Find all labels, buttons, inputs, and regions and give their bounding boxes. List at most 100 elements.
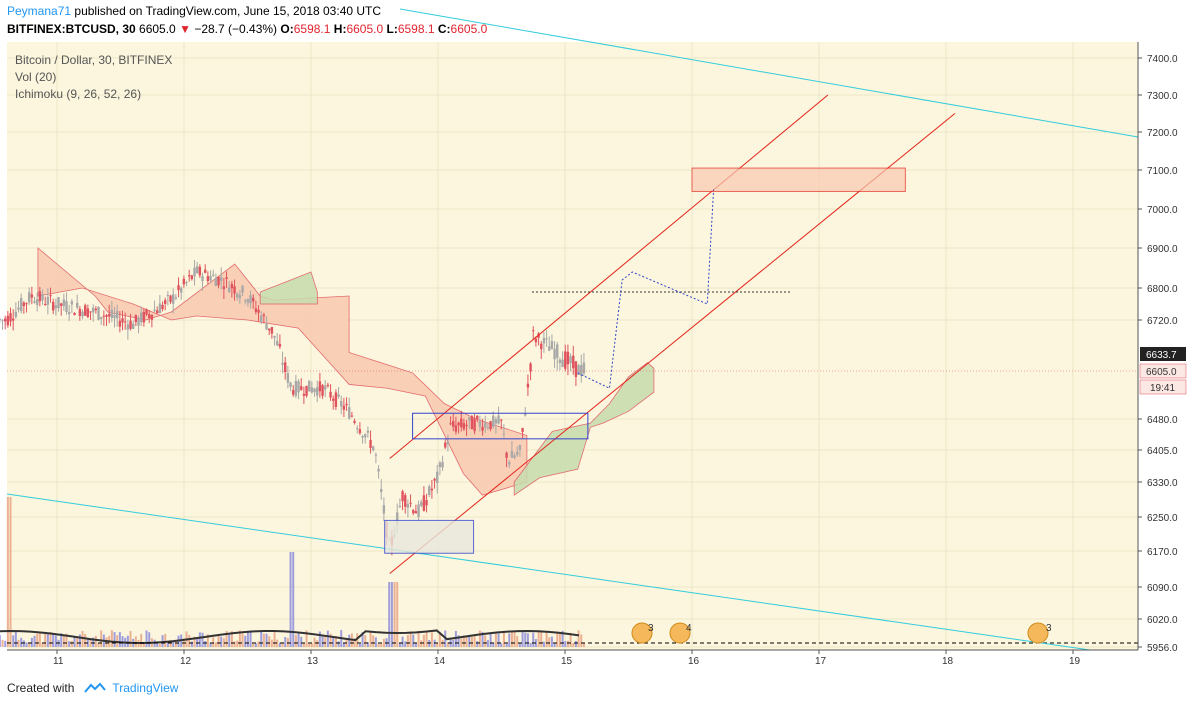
volume-bar [0,634,1,647]
volume-bar [524,632,527,647]
volume-bar [537,630,540,647]
volume-bar [241,633,244,647]
candle-body [150,314,154,320]
candle-body [457,422,460,426]
volume-bar [4,640,7,647]
candle-body [476,415,479,419]
price-badge-current: 6605.0 [1139,363,1187,379]
candle-body [148,314,151,318]
candle-body [27,292,31,303]
volume-bar [318,631,321,647]
tradingview-logo-icon [84,682,107,693]
y-tick-label: 6170.0 [1147,547,1178,558]
volume-bar [148,632,151,647]
volume-bar [414,643,417,647]
volume-bar [73,636,76,647]
candle-body [500,419,503,421]
volume-bar [334,636,337,647]
candle-body [244,300,247,302]
candle-body [91,307,95,313]
created-with-text: Created with [7,681,75,695]
event-badge-2[interactable]: 4 [669,622,692,644]
candle-body [297,381,300,393]
candle-body [561,359,564,367]
volume-bar [436,643,439,647]
volume-bar [193,636,196,647]
candle-body [172,294,175,304]
candle-body [11,318,15,321]
candle-body [521,428,524,432]
candle-body [454,425,458,432]
volume-bar [265,633,268,647]
channel-upper-line [389,94,829,459]
candle-body [209,276,212,281]
volume-bar [204,640,207,647]
y-tick-label: 7300.0 [1147,91,1178,102]
candle-body [342,405,346,410]
volume-bar [409,631,412,647]
volume-bar [476,641,479,647]
candle-body [313,388,316,393]
candle-body [540,343,543,350]
candle-body [46,296,50,305]
candle-body [542,337,546,344]
candle-body [505,452,508,458]
candle-body [33,301,36,303]
event-badge-2-count: 4 [686,623,692,634]
candle-body [310,387,314,393]
x-tick-label: 17 [815,656,827,667]
trendline-lower [6,493,1091,651]
candle-body [113,314,116,319]
volume-bar [52,633,55,647]
volume-bar [582,642,585,647]
volume-bar [326,630,329,647]
down-arrow-icon: ▼ [179,22,191,36]
volume-bar [510,631,513,647]
candle-body [516,451,519,455]
volume-bar [580,634,583,647]
candle-body [236,293,239,298]
volume-bar [97,642,100,647]
candle-body [518,445,522,451]
candle-body [529,363,532,372]
event-badge-3[interactable]: 3 [1027,622,1052,644]
candle-body [14,311,18,317]
candle-body [406,504,410,508]
volume-bar [382,638,385,647]
candle-body [41,294,44,301]
support-box-mid [412,412,589,440]
candle-body [326,384,330,387]
candle-body [222,286,226,290]
candle-body [524,413,527,416]
volume-bar [129,630,132,647]
volume-bar [396,582,399,647]
y-tick-label: 7200.0 [1147,128,1178,139]
candle-body [281,362,284,365]
volume-bar [65,633,68,647]
candle-body [193,267,196,277]
event-badge-1[interactable]: 3 [631,622,654,644]
drawings [6,8,1139,651]
candle-body [132,323,135,329]
candle-body [414,511,418,514]
volume-bar [561,630,564,647]
author-link[interactable]: Peymana71 [7,4,72,18]
volume-bar [164,633,167,647]
volume-bar [222,638,225,647]
x-axis[interactable]: 11 12 13 14 15 16 17 18 19 [7,649,1138,667]
tradingview-link[interactable]: TradingView [112,681,179,695]
volume-bar [329,633,332,647]
legend-title: Bitcoin / Dollar, 30, BITFINEX [15,53,172,67]
volume-bar [356,633,359,647]
y-axis[interactable]: 7400.0 7300.0 7200.0 7100.0 7000.0 6900.0 6800… [1137,42,1178,654]
candle-body [332,398,335,401]
candle-body [142,311,146,323]
candle-body [246,299,250,303]
candle-body [308,380,311,392]
volume-bar [174,641,177,647]
candle-body [57,297,60,309]
event-badge-3-count: 3 [1046,623,1052,634]
volume-bar [12,635,15,647]
candle-body [206,276,210,282]
